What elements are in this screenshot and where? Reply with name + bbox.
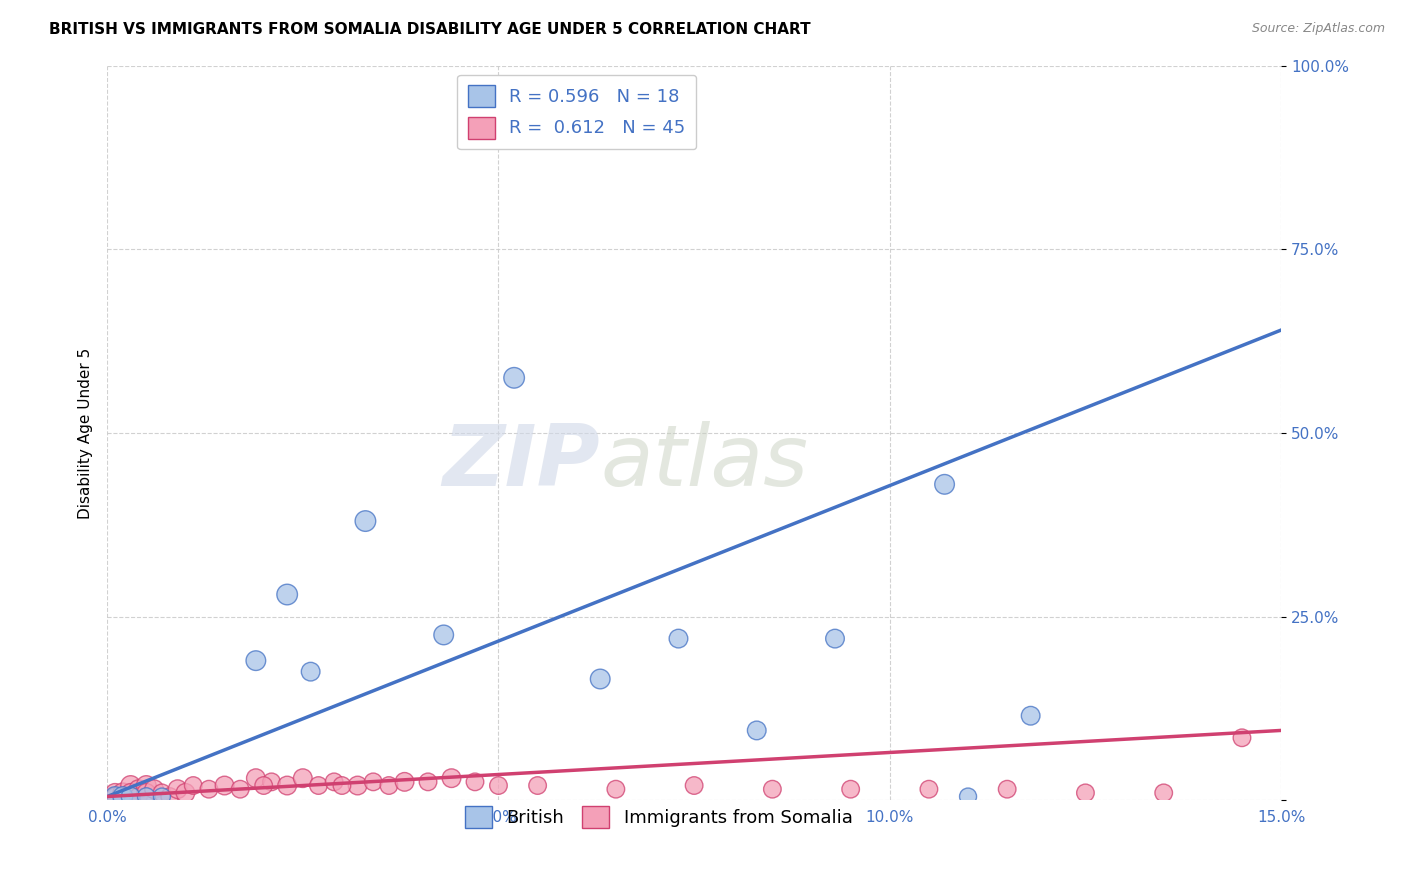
Point — [120, 779, 142, 793]
Point — [918, 782, 941, 797]
Point — [346, 779, 368, 793]
Point — [229, 782, 252, 797]
Point — [488, 779, 510, 793]
Point — [120, 786, 142, 800]
Point — [354, 514, 377, 528]
Point — [104, 786, 127, 800]
Text: atlas: atlas — [600, 421, 808, 504]
Point — [111, 789, 134, 804]
Point — [159, 789, 181, 804]
Point — [260, 775, 283, 789]
Point — [839, 782, 862, 797]
Point — [127, 789, 149, 804]
Point — [291, 771, 314, 785]
Legend: British, Immigrants from Somalia: British, Immigrants from Somalia — [458, 799, 860, 835]
Point — [276, 588, 298, 602]
Point — [111, 786, 134, 800]
Point — [1019, 708, 1042, 723]
Point — [824, 632, 846, 646]
Point — [745, 723, 768, 738]
Point — [245, 771, 267, 785]
Point — [761, 782, 783, 797]
Point — [934, 477, 956, 491]
Point — [135, 789, 157, 804]
Point — [323, 775, 346, 789]
Point — [104, 789, 127, 804]
Point — [111, 789, 134, 804]
Point — [299, 665, 322, 679]
Point — [276, 779, 298, 793]
Point — [526, 779, 548, 793]
Point — [253, 779, 276, 793]
Point — [150, 789, 173, 804]
Point — [174, 786, 197, 800]
Point — [143, 782, 166, 797]
Point — [120, 789, 142, 804]
Point — [198, 782, 221, 797]
Point — [361, 775, 384, 789]
Point — [245, 654, 267, 668]
Point — [394, 775, 416, 789]
Point — [150, 786, 173, 800]
Point — [433, 628, 456, 642]
Point — [166, 782, 188, 797]
Text: BRITISH VS IMMIGRANTS FROM SOMALIA DISABILITY AGE UNDER 5 CORRELATION CHART: BRITISH VS IMMIGRANTS FROM SOMALIA DISAB… — [49, 22, 811, 37]
Point — [181, 779, 204, 793]
Text: Source: ZipAtlas.com: Source: ZipAtlas.com — [1251, 22, 1385, 36]
Point — [330, 779, 353, 793]
Point — [440, 771, 463, 785]
Point — [1153, 786, 1175, 800]
Point — [464, 775, 486, 789]
Text: ZIP: ZIP — [443, 421, 600, 504]
Point — [308, 779, 330, 793]
Point — [1074, 786, 1097, 800]
Y-axis label: Disability Age Under 5: Disability Age Under 5 — [79, 347, 93, 518]
Point — [1230, 731, 1253, 745]
Point — [127, 782, 149, 797]
Point — [378, 779, 401, 793]
Point — [416, 775, 439, 789]
Point — [135, 779, 157, 793]
Point — [104, 789, 127, 804]
Point — [135, 786, 157, 800]
Point — [683, 779, 706, 793]
Point — [605, 782, 627, 797]
Point — [957, 789, 980, 804]
Point — [503, 371, 526, 385]
Point — [995, 782, 1018, 797]
Point — [214, 779, 236, 793]
Point — [668, 632, 690, 646]
Point — [589, 672, 612, 686]
